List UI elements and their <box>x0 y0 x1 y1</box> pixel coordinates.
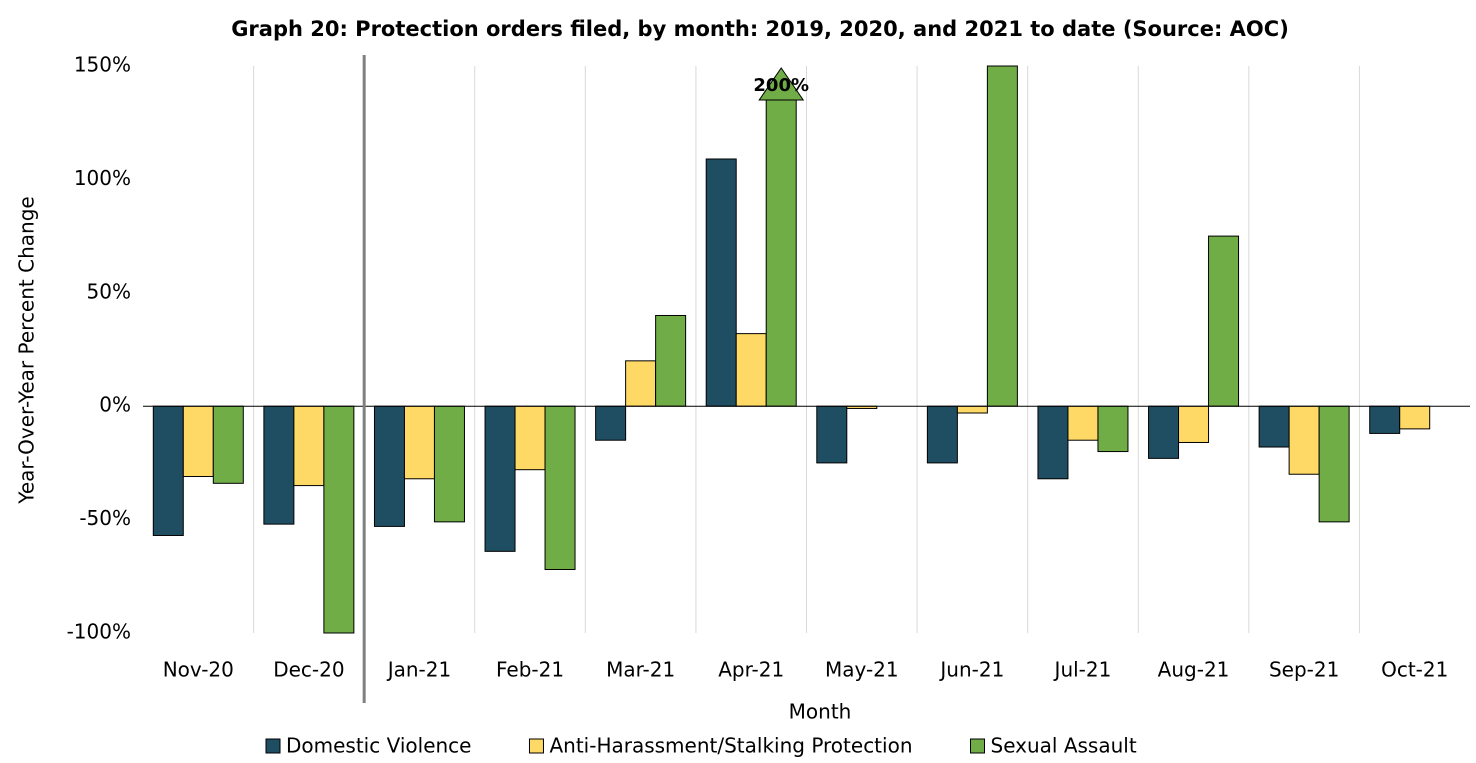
bar <box>514 405 546 471</box>
bar <box>1178 405 1210 443</box>
bar <box>1148 405 1180 459</box>
y-axis-label: Year-Over-Year Percent Change <box>15 196 39 504</box>
data-label: 200% <box>753 75 809 96</box>
bar <box>655 314 687 407</box>
y-tick-label: -100% <box>67 620 131 644</box>
bar <box>1037 405 1069 480</box>
bar <box>986 65 1018 407</box>
legend-swatch <box>970 738 985 754</box>
bar <box>1288 405 1320 475</box>
bar <box>323 405 355 634</box>
bar <box>705 158 737 407</box>
y-tick-label: 50% <box>87 279 131 303</box>
bar <box>1369 405 1401 434</box>
legend-swatch <box>528 738 544 754</box>
bar <box>595 405 627 441</box>
x-tick-label: Sep-21 <box>1269 658 1339 682</box>
bar <box>956 405 988 414</box>
bar <box>1258 405 1290 448</box>
bar <box>433 405 465 523</box>
bar <box>816 405 848 464</box>
legend-label: Sexual Assault <box>991 734 1137 758</box>
bar <box>926 405 958 464</box>
bar <box>625 360 657 407</box>
legend-label: Domestic Violence <box>286 734 471 758</box>
y-tick-label: 100% <box>74 166 131 190</box>
bar <box>1399 405 1431 430</box>
x-tick-label: Nov-20 <box>163 658 234 682</box>
bar <box>1097 405 1129 453</box>
legend-swatch <box>265 738 281 754</box>
bar <box>263 405 295 525</box>
bar <box>403 405 435 480</box>
bar <box>182 405 214 478</box>
chart-title: Graph 20: Protection orders filed, by mo… <box>231 17 1289 41</box>
bar <box>484 405 516 552</box>
x-tick-label: Dec-20 <box>273 658 344 682</box>
bar <box>1318 405 1350 523</box>
x-tick-label: Apr-21 <box>718 658 784 682</box>
bar <box>152 405 184 536</box>
y-tick-label: 0% <box>99 393 131 417</box>
x-tick-label: Oct-21 <box>1381 658 1448 682</box>
bar <box>544 405 576 570</box>
x-tick-label: May-21 <box>825 658 899 682</box>
y-tick-label: 150% <box>74 53 131 77</box>
bar <box>1208 235 1240 407</box>
x-tick-label: Jun-21 <box>938 658 1004 682</box>
legend-label: Anti-Harassment/Stalking Protection <box>549 734 912 758</box>
x-tick-label: Feb-21 <box>496 658 564 682</box>
x-tick-label: Jul-21 <box>1053 658 1112 682</box>
bar <box>293 405 325 487</box>
bar <box>373 405 405 527</box>
y-tick-label: -50% <box>79 506 131 530</box>
bar <box>765 99 797 407</box>
bar <box>735 333 767 407</box>
overflow-arrow <box>758 67 805 101</box>
bar <box>212 405 244 484</box>
x-axis-label: Month <box>789 700 852 724</box>
x-tick-label: Mar-21 <box>606 658 675 682</box>
x-tick-label: Jan-21 <box>386 658 452 682</box>
x-tick-label: Aug-21 <box>1158 658 1230 682</box>
bar <box>1067 405 1099 441</box>
